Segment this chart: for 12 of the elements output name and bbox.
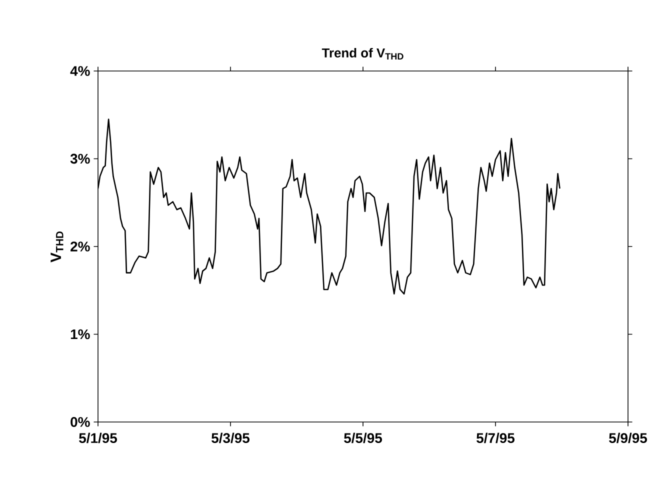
- x-tick-label: 5/5/95: [344, 432, 382, 444]
- y-tick-label: 2%: [70, 242, 90, 252]
- x-tick-label: 5/1/95: [79, 432, 118, 444]
- chart-title: Trend of V$_{THD}$: [322, 48, 404, 60]
- y-tick-label: 3%: [70, 154, 90, 164]
- y-tick-label: 0%: [70, 417, 90, 427]
- y-axis-title: V$_{THD}$: [50, 231, 64, 262]
- y-tick-label: 4%: [70, 66, 90, 76]
- x-tick-label: 5/9/95: [609, 432, 648, 444]
- x-tick-label: 5/3/95: [212, 432, 250, 444]
- y-tick-label: 1%: [70, 329, 90, 340]
- x-tick-label: 5/7/95: [476, 432, 515, 444]
